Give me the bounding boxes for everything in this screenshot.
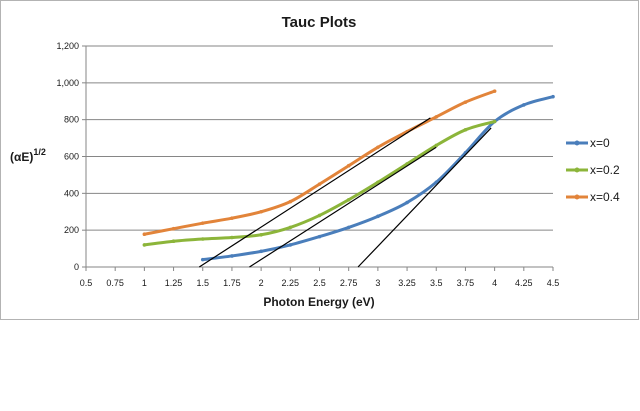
tauc-chart: 0.5 0.75 1 1.25 1.5 1.75 2 2.25 2.5 2.75 3 3.25 3.5 3…: [10, 14, 620, 309]
legend-label-x-0-2: x=0.2: [590, 163, 620, 177]
x-tick-label: 2.25: [282, 278, 300, 288]
data-point-x-0: [551, 94, 555, 99]
data-point-x-0-2: [259, 232, 263, 237]
legend: x=0 x=0.2 x=0.4: [566, 136, 620, 204]
legend-marker-x-0-2: [574, 167, 580, 173]
x-tick-label: 1.25: [165, 278, 183, 288]
x-tick-label: 3.75: [457, 278, 475, 288]
data-point-x-0-2: [200, 237, 205, 241]
data-point-x-0-2: [288, 225, 293, 230]
data-point-x-0-4: [288, 199, 293, 204]
y-axis-title-superscript: 1/2: [33, 147, 46, 157]
data-point-x-0: [522, 103, 526, 107]
x-tick-label: 4: [492, 278, 497, 288]
data-point-x-0-4: [463, 100, 468, 104]
y-tick-label: 800: [64, 115, 79, 125]
x-tick-label: 4.5: [547, 278, 560, 288]
data-point-x-0-2: [230, 235, 234, 240]
y-tick-label: 1,000: [56, 78, 79, 88]
data-point-x-0: [317, 234, 322, 239]
x-tick-label: 0.75: [106, 278, 124, 288]
data-point-x-0-2: [317, 213, 322, 218]
data-point-x-0-4: [259, 209, 263, 214]
tangent-line-2: [249, 146, 437, 268]
x-tick-label: 0.5: [80, 278, 93, 288]
data-point-x-0: [434, 180, 439, 185]
data-point-x-0-4: [434, 115, 439, 119]
y-tick-label: 0: [74, 262, 79, 272]
data-point-x-0-2: [463, 127, 468, 132]
x-tick-label: 3.25: [398, 278, 416, 288]
data-point-x-0-2: [434, 143, 439, 148]
data-point-x-0-2: [346, 197, 351, 202]
series-line-x-0-4: [142, 89, 497, 236]
data-point-x-0-4: [376, 145, 380, 150]
x-tick-label: 1.75: [223, 278, 241, 288]
data-point-x-0-4: [230, 216, 234, 220]
legend-label-x-0-4: x=0.4: [590, 190, 620, 204]
tangent-lines: [198, 117, 492, 268]
x-tick-labels: 0.5 0.75 1 1.25 1.5 1.75 2 2.25 2.5 2.75 3 3.25 3.5 3…: [80, 267, 560, 288]
tangent-line-3: [357, 127, 492, 268]
data-point-x-0: [405, 200, 409, 205]
y-axis-title: (αE)1/2: [10, 147, 46, 164]
data-point-x-0-4: [492, 89, 497, 93]
x-tick-label: 1.5: [196, 278, 209, 288]
y-tick-label: 1,200: [56, 41, 79, 51]
tangent-line-1: [198, 117, 431, 268]
data-point-x-0-2: [142, 243, 147, 247]
x-axis-title: Photon Energy (eV): [263, 295, 374, 309]
data-point-x-0-4: [317, 182, 322, 186]
legend-label-x-0: x=0: [590, 136, 610, 150]
data-point-x-0: [288, 243, 293, 247]
data-point-x-0: [230, 254, 234, 258]
y-tick-label: 600: [64, 152, 79, 162]
series-lines: [142, 89, 555, 262]
data-point-x-0: [259, 249, 263, 254]
chart-title: Tauc Plots: [282, 14, 357, 31]
y-tick-label: 200: [64, 225, 79, 235]
y-axis-title-base: (αE): [10, 150, 33, 164]
legend-marker-x-0-4: [574, 194, 580, 200]
data-point-x-0: [376, 214, 380, 219]
x-tick-label: 3.5: [430, 278, 443, 288]
data-point-x-0-2: [492, 119, 497, 124]
x-tick-label: 2.75: [340, 278, 358, 288]
data-point-x-0-4: [142, 232, 147, 237]
x-tick-label: 2: [259, 278, 264, 288]
x-tick-label: 3: [375, 278, 380, 288]
data-point-x-0-4: [171, 226, 176, 231]
data-point-x-0: [346, 225, 351, 230]
y-tick-label: 400: [64, 188, 79, 198]
legend-marker-x-0: [574, 140, 580, 146]
x-tick-label: 4.25: [515, 278, 533, 288]
data-point-x-0-2: [376, 180, 380, 185]
x-tick-label: 2.5: [313, 278, 326, 288]
data-point-x-0-4: [346, 163, 351, 168]
data-point-x-0: [200, 257, 205, 262]
data-point-x-0-2: [171, 239, 176, 244]
data-point-x-0-4: [200, 221, 205, 225]
gridlines: [86, 45, 553, 231]
x-tick-label: 1: [142, 278, 147, 288]
y-tick-labels: 0 200 400 600 800 1,000 1,200: [56, 41, 86, 272]
